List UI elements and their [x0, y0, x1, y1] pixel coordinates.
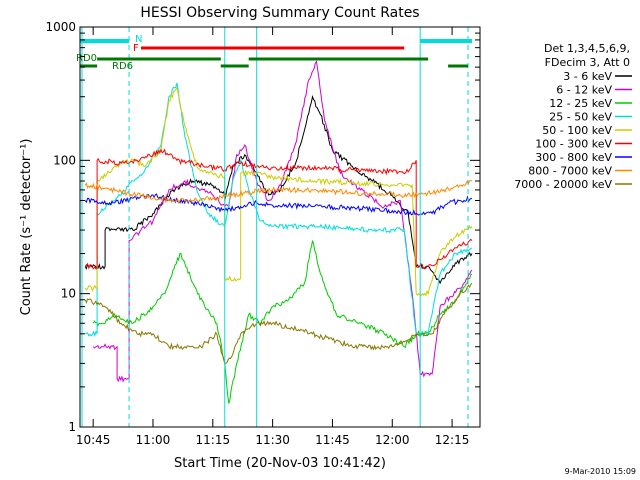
series-layer	[84, 60, 473, 404]
rd0-flag-label: RD0	[76, 53, 97, 64]
axis-layer: 10:45 11:00 11:15 11:30 11:45 12:00 12:15 1 10 10…	[45, 20, 480, 447]
x-tick-label: 11:45	[315, 433, 350, 447]
series-line-8	[84, 282, 473, 364]
x-axis-label: Start Time (20-Nov-03 10:41:42)	[174, 456, 386, 471]
y-tick-label: 10	[61, 287, 76, 301]
legend-label: 6 - 12 keV	[556, 84, 612, 97]
legend-label: 300 - 800 keV	[535, 151, 612, 164]
series-line-7	[84, 180, 473, 205]
legend-label: 7000 - 20000 keV	[514, 178, 612, 191]
x-tick-label: 11:15	[196, 433, 231, 447]
legend-label: 100 - 300 keV	[535, 138, 612, 151]
legend-label: 50 - 100 keV	[542, 124, 612, 137]
legend-label: 3 - 6 keV	[563, 70, 612, 83]
legend-header-line-1: Det 1,3,4,5,6,9,	[544, 42, 630, 55]
x-tick-label: 11:30	[255, 433, 290, 447]
legend-label: 25 - 50 keV	[549, 111, 612, 124]
y-tick-label: 1	[68, 420, 76, 434]
legend: Det 1,3,4,5,6,9, FDecim 3, Att 0 3 - 6 k…	[514, 42, 632, 191]
legend-header-line-2: FDecim 3, Att 0	[545, 56, 630, 69]
x-tick-label: 10:45	[76, 433, 111, 447]
footer-date: 9-Mar-2010 15:09	[565, 467, 636, 476]
x-tick-label: 12:15	[435, 433, 470, 447]
series-line-4	[84, 86, 473, 297]
flag-layer: NF RD0 RD6	[76, 27, 472, 427]
night-flag-label: N	[135, 34, 142, 45]
series-line-5	[84, 148, 473, 270]
y-tick-label: 1000	[45, 20, 76, 34]
flare-flag-label: F	[133, 43, 139, 54]
plot-frame	[79, 26, 481, 428]
rd6-flag-label: RD6	[112, 61, 133, 72]
x-tick-label: 12:00	[375, 433, 410, 447]
series-line-3	[85, 82, 473, 338]
y-axis-label: Count Rate (s⁻¹ detector⁻¹)	[19, 139, 34, 316]
chart-title: HESSI Observing Summary Count Rates	[140, 5, 419, 21]
legend-label: 800 - 7000 keV	[528, 165, 612, 178]
legend-label: 12 - 25 keV	[549, 97, 612, 110]
y-tick-label: 100	[53, 153, 76, 167]
x-tick-label: 11:00	[136, 433, 171, 447]
